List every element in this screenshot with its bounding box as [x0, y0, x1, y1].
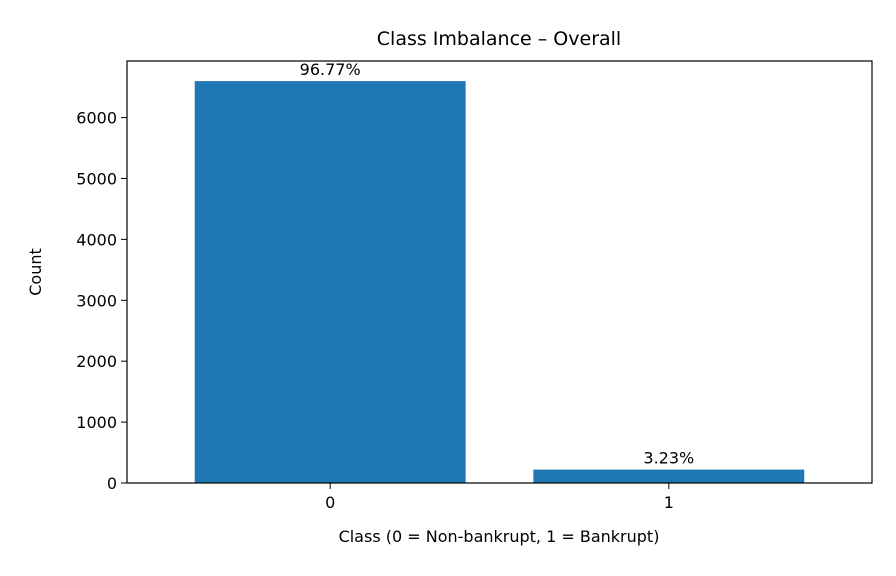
- bar-data-label: 96.77%: [300, 60, 361, 79]
- bar-data-label: 3.23%: [643, 449, 694, 468]
- bars-group: [194, 81, 805, 483]
- x-tick-label: 1: [664, 493, 674, 512]
- y-tick-label: 3000: [76, 291, 117, 310]
- y-tick-label: 2000: [76, 352, 117, 371]
- y-tick-label: 5000: [76, 169, 117, 188]
- x-axis-label: Class (0 = Non-bankrupt, 1 = Bankrupt): [339, 527, 660, 546]
- bar-labels-group: 96.77% 3.23%: [300, 60, 695, 468]
- y-tick-label: 0: [107, 474, 117, 493]
- bar-class-1: [533, 469, 805, 483]
- plot-frame: [126, 60, 873, 484]
- y-axis-ticks: 0 1000 2000 3000 4000 5000 6000: [76, 109, 127, 493]
- x-tick-label: 0: [325, 493, 335, 512]
- y-tick-label: 4000: [76, 230, 117, 249]
- y-tick-label: 1000: [76, 413, 117, 432]
- chart-title: Class Imbalance – Overall: [377, 28, 621, 50]
- y-axis-label: Count: [26, 248, 45, 296]
- bar-class-0: [194, 81, 466, 483]
- y-tick-label: 6000: [76, 109, 117, 128]
